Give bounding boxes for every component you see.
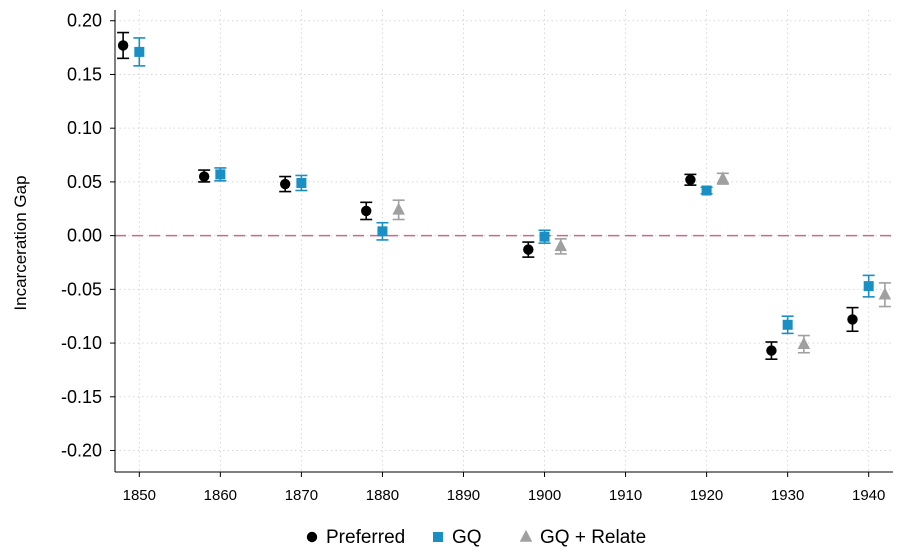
y-tick-label: 0.20 [67, 11, 102, 31]
data-point [296, 177, 307, 188]
data-point [847, 314, 858, 325]
legend-label: GQ + Relate [540, 527, 646, 548]
y-tick-label: 0.10 [67, 118, 102, 138]
series-gq [133, 37, 875, 335]
data-point [782, 319, 793, 330]
x-tick-label: 1940 [852, 487, 885, 504]
data-point [392, 202, 405, 215]
x-tick-label: 1930 [771, 487, 804, 504]
x-tick-label: 1870 [285, 487, 318, 504]
legend-marker [433, 532, 443, 542]
y-tick-label: -0.20 [61, 441, 102, 461]
data-point [361, 205, 372, 217]
legend-label: Preferred [326, 527, 405, 548]
axes [110, 10, 893, 477]
data-point [198, 171, 210, 182]
legend-marker [519, 529, 533, 542]
x-tick-label: 1920 [690, 487, 723, 504]
data-point [685, 174, 696, 185]
data-point [279, 178, 291, 190]
y-tick-labels: 0.20 0.15 0.10 0.05 0.00 -0.05 -0.10 -0.15 -0.20 [61, 11, 102, 461]
data-point [878, 287, 892, 300]
series-gq-relate [392, 171, 892, 354]
x-tick-labels: 1850 1860 1870 1880 1890 1900 1910 1920 1930 1940 [123, 487, 886, 504]
y-tick-label: 0.15 [67, 64, 102, 84]
data-point [554, 239, 567, 252]
grid-lines [115, 10, 893, 472]
legend-item-gq: GQ [433, 527, 482, 548]
x-tick-label: 1900 [528, 487, 561, 504]
x-tick-label: 1860 [204, 487, 237, 504]
legend-label: GQ [452, 527, 482, 548]
x-tick-label: 1880 [366, 487, 399, 504]
series-preferred [117, 31, 859, 360]
y-tick-label: 0.05 [67, 172, 102, 192]
data-point [766, 345, 777, 356]
y-tick-label: -0.05 [61, 279, 102, 299]
x-tick-label: 1850 [123, 487, 156, 504]
data-point [377, 226, 388, 237]
legend: Preferred GQ GQ + Relate [306, 527, 646, 548]
y-tick-label: -0.15 [61, 387, 102, 407]
data-point [134, 46, 145, 57]
x-tick-label: 1890 [447, 487, 480, 504]
data-point [701, 185, 712, 196]
x-tick-label: 1910 [609, 487, 642, 504]
legend-item-preferred: Preferred [306, 527, 405, 548]
data-point [117, 40, 129, 51]
data-point [797, 336, 811, 349]
data-point [523, 244, 534, 255]
y-axis-label: Incarceration Gap [11, 175, 30, 310]
data-marks [117, 31, 892, 360]
data-point [215, 169, 226, 180]
y-tick-label: -0.10 [61, 333, 102, 353]
y-tick-label: 0.00 [67, 226, 102, 246]
legend-item-gq-relate: GQ + Relate [519, 527, 646, 548]
data-point [863, 281, 874, 292]
data-point [716, 171, 730, 184]
legend-marker [306, 531, 318, 543]
data-point [539, 231, 550, 242]
